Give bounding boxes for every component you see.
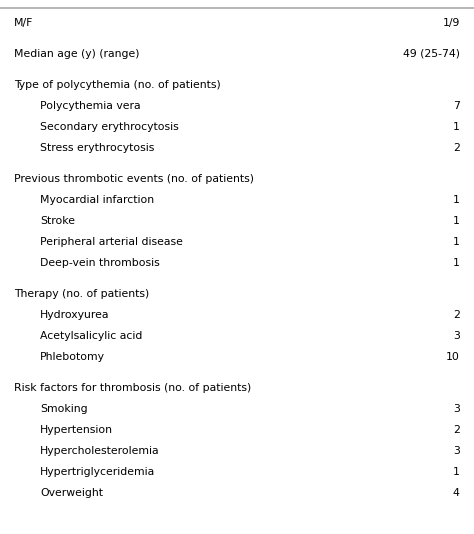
Text: 2: 2 [453, 143, 460, 153]
Text: Overweight: Overweight [40, 488, 103, 498]
Text: 3: 3 [453, 404, 460, 414]
Text: M/F: M/F [14, 18, 34, 28]
Text: Peripheral arterial disease: Peripheral arterial disease [40, 237, 183, 247]
Text: Previous thrombotic events (no. of patients): Previous thrombotic events (no. of patie… [14, 174, 254, 184]
Text: Hypertriglyceridemia: Hypertriglyceridemia [40, 467, 155, 477]
Text: Acetylsalicylic acid: Acetylsalicylic acid [40, 331, 143, 341]
Text: 1: 1 [453, 195, 460, 205]
Text: 3: 3 [453, 331, 460, 341]
Text: 2: 2 [453, 310, 460, 320]
Text: 3: 3 [453, 446, 460, 456]
Text: Type of polycythemia (no. of patients): Type of polycythemia (no. of patients) [14, 80, 221, 90]
Text: 10: 10 [446, 352, 460, 362]
Text: 2: 2 [453, 425, 460, 435]
Text: Hypertension: Hypertension [40, 425, 113, 435]
Text: Stroke: Stroke [40, 216, 75, 226]
Text: 1/9: 1/9 [442, 18, 460, 28]
Text: Phlebotomy: Phlebotomy [40, 352, 105, 362]
Text: Myocardial infarction: Myocardial infarction [40, 195, 155, 205]
Text: Hydroxyurea: Hydroxyurea [40, 310, 110, 320]
Text: 1: 1 [453, 216, 460, 226]
Text: 1: 1 [453, 467, 460, 477]
Text: Risk factors for thrombosis (no. of patients): Risk factors for thrombosis (no. of pati… [14, 383, 252, 393]
Text: 1: 1 [453, 237, 460, 247]
Text: Median age (y) (range): Median age (y) (range) [14, 49, 140, 59]
Text: 49 (25-74): 49 (25-74) [403, 49, 460, 59]
Text: Secondary erythrocytosis: Secondary erythrocytosis [40, 122, 179, 132]
Text: Stress erythrocytosis: Stress erythrocytosis [40, 143, 155, 153]
Text: Therapy (no. of patients): Therapy (no. of patients) [14, 289, 149, 299]
Text: Hypercholesterolemia: Hypercholesterolemia [40, 446, 160, 456]
Text: 4: 4 [453, 488, 460, 498]
Text: Smoking: Smoking [40, 404, 88, 414]
Text: Deep-vein thrombosis: Deep-vein thrombosis [40, 258, 160, 268]
Text: 1: 1 [453, 122, 460, 132]
Text: 7: 7 [453, 101, 460, 111]
Text: Polycythemia vera: Polycythemia vera [40, 101, 141, 111]
Text: 1: 1 [453, 258, 460, 268]
